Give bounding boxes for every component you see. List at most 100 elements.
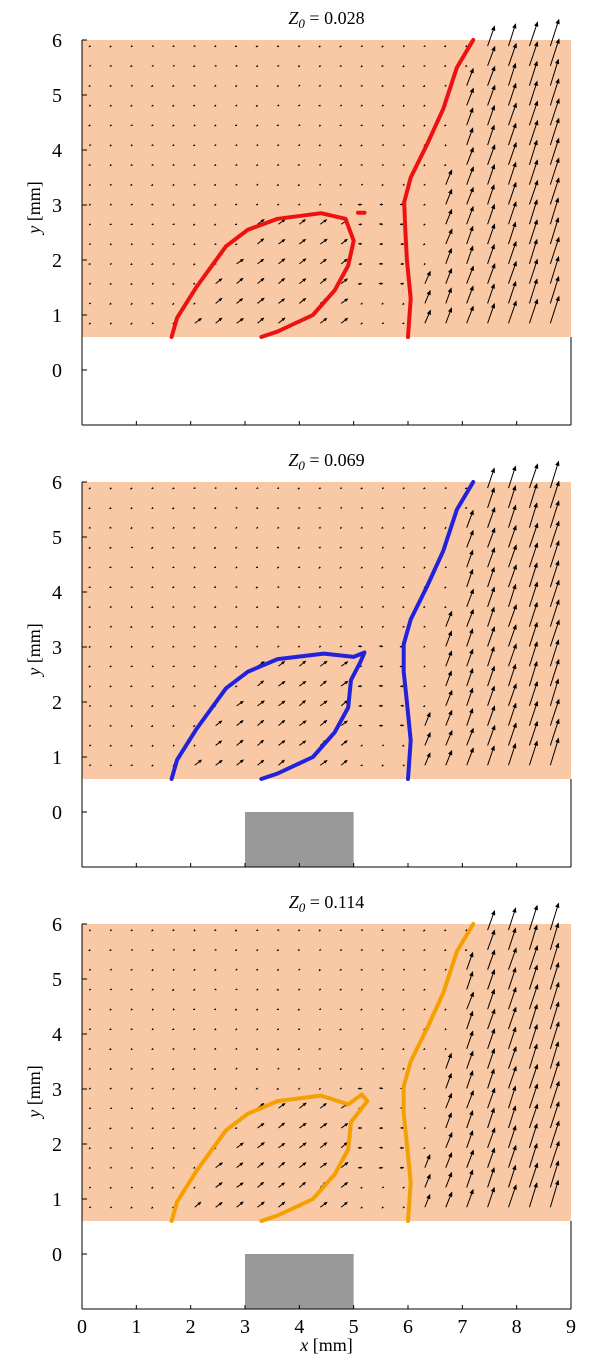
vector-arrow-head xyxy=(423,44,426,47)
vector-arrow-head xyxy=(213,1008,217,1011)
vector-arrow-head xyxy=(192,1008,196,1011)
vector-arrow-head xyxy=(297,64,301,68)
vector-arrow-head xyxy=(192,1166,196,1169)
vector-arrow-head xyxy=(298,968,301,971)
vector-arrow-head xyxy=(444,605,447,609)
vector-arrow-head xyxy=(469,265,474,272)
vector-arrow-head xyxy=(533,680,539,687)
vector-arrow-head xyxy=(151,948,154,951)
vector-arrow xyxy=(549,178,560,205)
vector-arrow-head xyxy=(235,1067,238,1070)
vector-arrow-head xyxy=(423,526,426,530)
vector-arrow-head xyxy=(512,465,517,471)
vector-arrow-head xyxy=(255,1087,259,1090)
vector-arrow-head xyxy=(130,487,133,490)
vector-arrow-head xyxy=(402,928,406,931)
vector-arrow-head xyxy=(490,969,496,975)
vector-arrow-head xyxy=(357,684,361,688)
vector-arrow-head xyxy=(281,1102,286,1107)
x-tick-label: 2 xyxy=(186,1316,196,1338)
vector-arrow-head xyxy=(323,700,328,705)
vector-arrow-head xyxy=(444,144,447,147)
vector-arrow-head xyxy=(89,929,92,932)
vector-arrow-head xyxy=(193,586,196,589)
vector-arrow-head xyxy=(88,586,91,588)
vector-arrow-head xyxy=(234,243,238,246)
vector-arrow-head xyxy=(400,704,403,707)
vector-arrow-head xyxy=(533,238,538,245)
vector-arrow-head xyxy=(214,124,217,127)
vector-arrow-head xyxy=(318,645,322,648)
vector-arrow-head xyxy=(360,1206,363,1209)
vector-arrow-head xyxy=(109,645,113,648)
vector-arrow xyxy=(528,1044,538,1069)
vector-arrow-head xyxy=(172,64,175,67)
vector-arrow xyxy=(528,602,538,627)
vector-arrow-head xyxy=(109,1206,113,1209)
vector-arrow-head xyxy=(443,45,447,47)
vector-arrow-head xyxy=(281,660,286,665)
vector-arrow-head xyxy=(339,45,342,48)
vector-arrow-head xyxy=(358,704,361,708)
x-tick-label: 7 xyxy=(457,1316,467,1338)
vector-arrow-head xyxy=(281,238,286,243)
vector-arrow xyxy=(549,99,560,126)
vector-arrow-head xyxy=(150,1206,154,1209)
contour-line xyxy=(169,211,356,339)
vector-arrow-head xyxy=(555,560,560,566)
vector-arrow xyxy=(528,563,538,588)
vector-arrow-head xyxy=(281,298,286,302)
vector-arrow-head xyxy=(533,80,538,87)
panel-1: 0 1 2 3 4 5 6 Z0 = 0.028 y [mm] xyxy=(24,8,572,426)
vector-arrow-head xyxy=(281,681,286,685)
vector-arrow-head xyxy=(339,163,343,166)
vector-arrow-head xyxy=(448,1171,453,1178)
vector-arrow-head xyxy=(239,719,244,724)
vector-arrow-head xyxy=(235,64,238,67)
vector-arrow-head xyxy=(318,586,322,589)
vector-arrow-head xyxy=(469,205,474,212)
vector-arrow xyxy=(528,965,538,990)
vector-arrow-head xyxy=(512,1105,517,1111)
vector-arrow xyxy=(528,279,538,304)
vector-arrow-head xyxy=(512,1164,517,1171)
vector-arrow-head xyxy=(554,922,560,928)
vector-arrow-head xyxy=(423,262,426,266)
vector-arrow-head xyxy=(490,665,496,672)
vector-arrow-head xyxy=(260,1103,265,1107)
vector-arrow-head xyxy=(256,506,259,509)
vector-arrow-head xyxy=(318,506,321,509)
vector-arrow-head xyxy=(490,988,496,995)
vector-arrow-head xyxy=(297,566,301,568)
vector-arrow xyxy=(528,642,538,667)
vector-arrow-head xyxy=(447,307,453,313)
vector-arrow-head xyxy=(109,704,112,707)
vector-arrow-head xyxy=(490,1167,495,1173)
vector-arrow-head xyxy=(239,1201,244,1206)
vector-arrow xyxy=(528,661,538,687)
vector-arrow-head xyxy=(378,1166,382,1170)
vector-arrow-head xyxy=(239,258,245,263)
vector-arrow-head xyxy=(239,1142,244,1147)
vector-arrow-head xyxy=(213,546,217,549)
vector-arrow-head xyxy=(277,526,280,529)
vector-arrow-head xyxy=(239,318,244,322)
vector-arrow-head xyxy=(88,546,91,549)
vector-arrow-head xyxy=(110,928,113,932)
vector-arrow-head xyxy=(381,84,384,87)
obstacle-block xyxy=(245,1254,354,1309)
vector-arrow-head xyxy=(130,1126,134,1129)
vector-arrow-head xyxy=(491,84,496,91)
vector-arrow-head xyxy=(378,262,382,266)
vector-arrow-head xyxy=(422,1067,426,1070)
vector-arrow-head xyxy=(276,506,280,509)
vector-arrow-head xyxy=(234,929,238,932)
vector-arrow-head xyxy=(469,951,474,958)
vector-arrow-head xyxy=(151,44,154,47)
vector-arrow-head xyxy=(555,1101,560,1107)
vector-arrow-head xyxy=(512,42,517,49)
vector-arrow-head xyxy=(343,759,348,764)
vector-arrow-head xyxy=(423,566,426,569)
vector-arrow-head xyxy=(490,1048,496,1054)
vector-arrow-head xyxy=(381,526,384,529)
